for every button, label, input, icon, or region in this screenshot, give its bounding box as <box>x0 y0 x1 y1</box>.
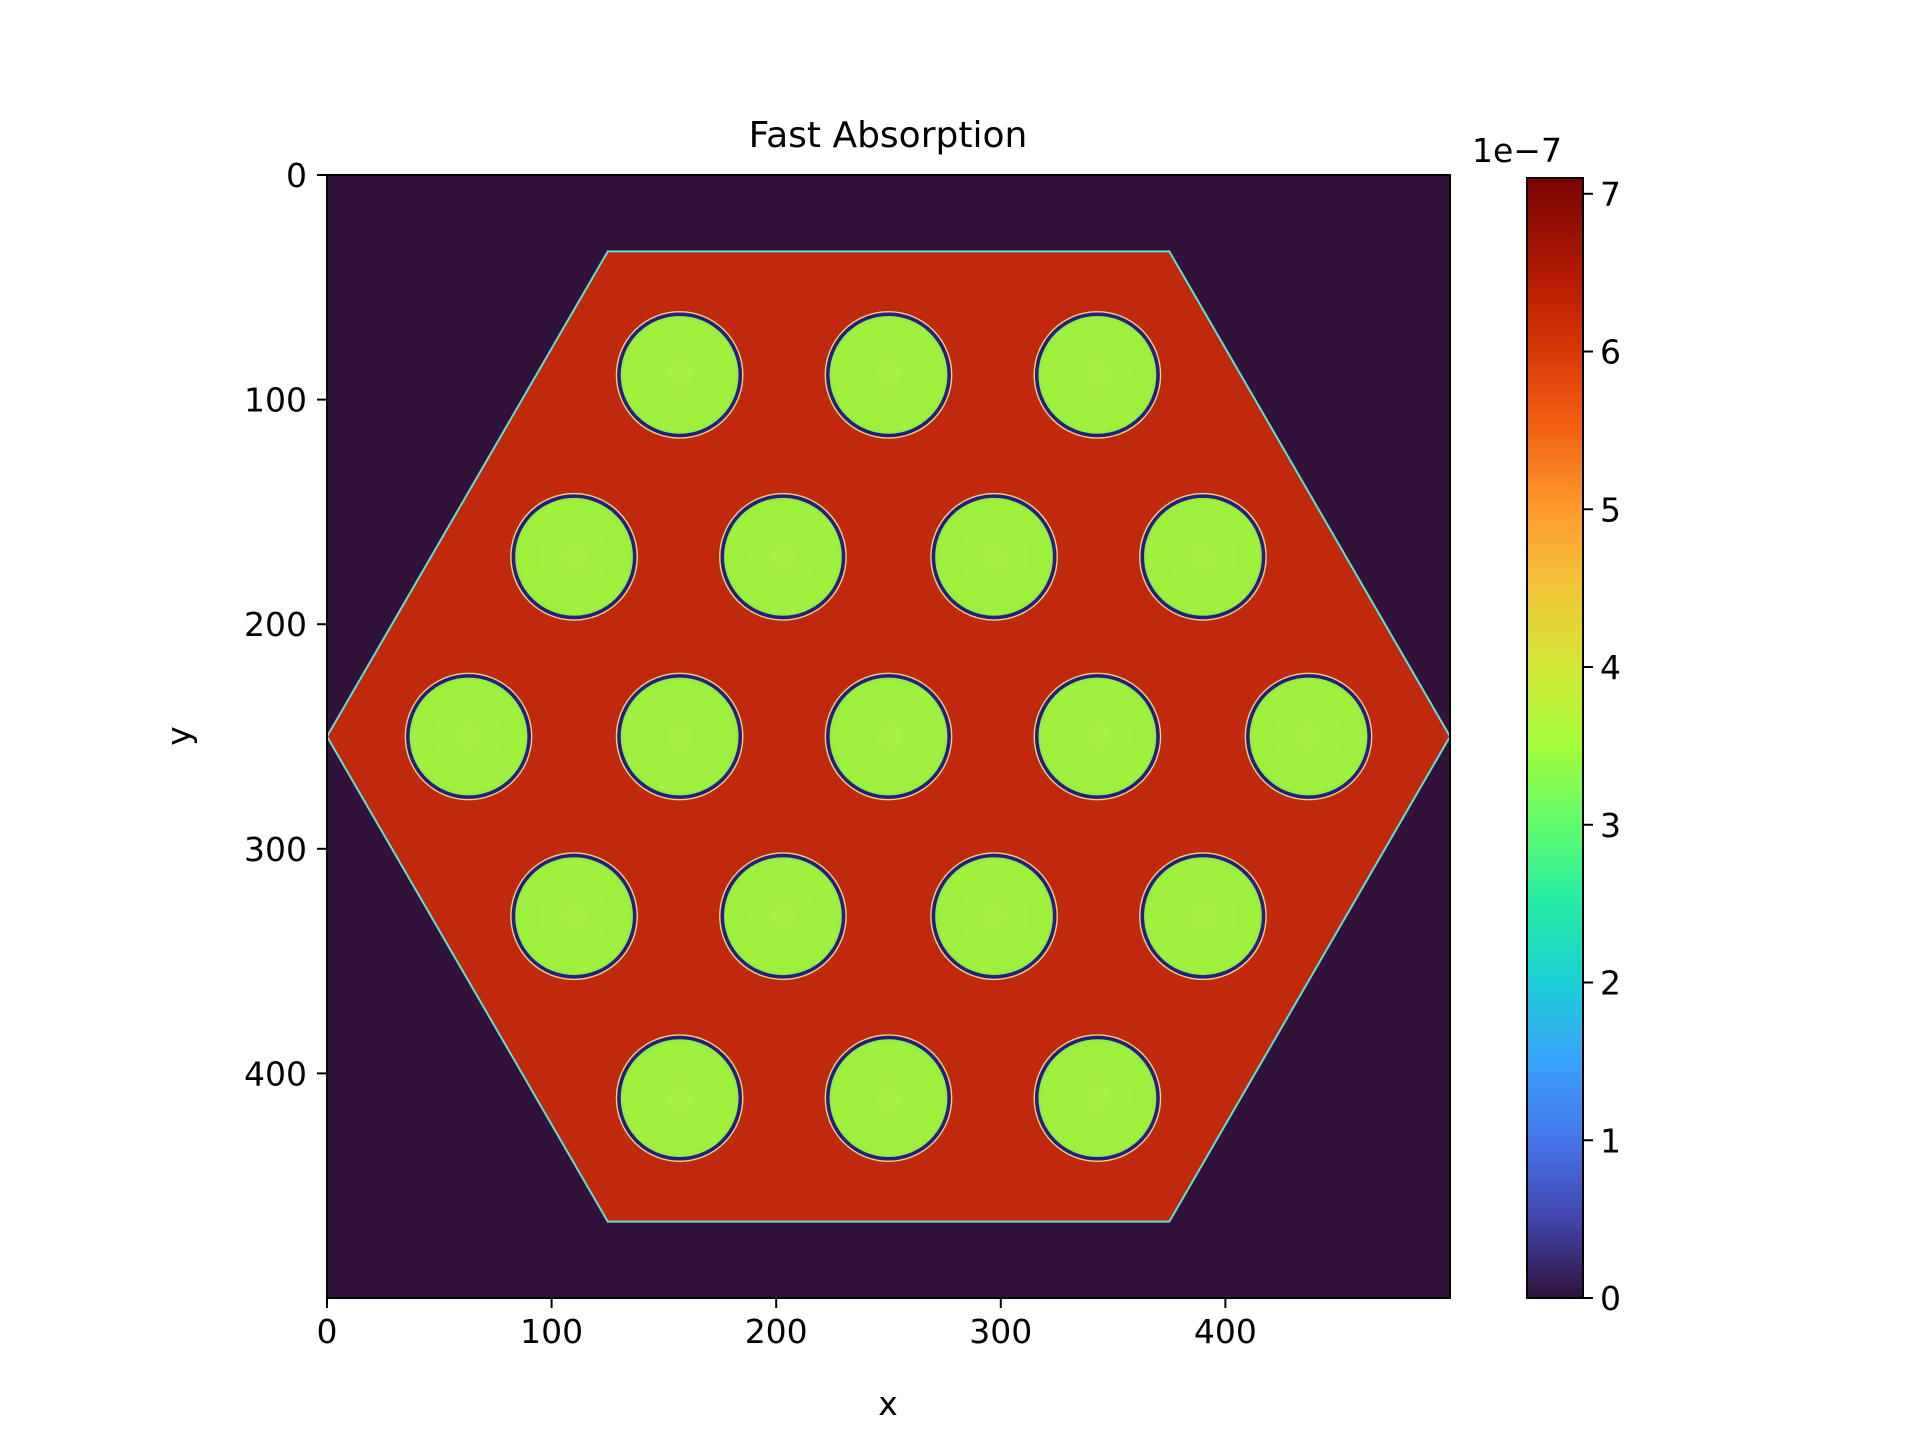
colorbar-tick-label: 5 <box>1600 490 1621 529</box>
pin-halo <box>404 672 533 801</box>
pin-body <box>720 853 846 979</box>
pin-body <box>617 674 743 799</box>
pin-halo <box>1139 492 1267 621</box>
pin-halo <box>719 492 847 621</box>
pin-body <box>826 1035 951 1161</box>
pin-body <box>1140 494 1266 620</box>
colorbar: 0 1 2 3 4 5 6 7 1e−7 <box>1472 131 1621 1318</box>
x-axis-label: x <box>878 1384 898 1423</box>
colorbar-tick-label: 3 <box>1600 806 1621 845</box>
fuel-pin <box>615 311 744 439</box>
plot-frame <box>326 174 1451 1299</box>
y-tick-label: 300 <box>244 830 307 869</box>
pin-halo <box>719 852 847 981</box>
fuel-pin <box>1033 1034 1162 1162</box>
pin-body <box>1034 674 1160 799</box>
pin-halo <box>824 672 953 801</box>
fuel-pin <box>719 492 847 621</box>
pin-body <box>1246 674 1371 799</box>
fuel-pin <box>510 852 638 981</box>
colorbar-tick-label: 0 <box>1600 1279 1621 1318</box>
fuel-pin <box>930 852 1058 981</box>
pin-halo <box>615 1034 744 1162</box>
pin-body <box>511 494 637 620</box>
fuel-pin <box>1139 852 1267 981</box>
pin-halo <box>1139 852 1267 981</box>
pin-body <box>931 853 1057 979</box>
colorbar-offset-label: 1e−7 <box>1472 131 1562 170</box>
y-axis: 0 100 200 300 400 <box>244 156 327 1093</box>
pin-halo <box>1033 311 1162 439</box>
pin-halo <box>615 672 744 801</box>
fuel-pin <box>824 1034 953 1162</box>
y-tick-label: 100 <box>244 381 307 420</box>
colorbar-tick-label: 1 <box>1600 1121 1621 1160</box>
chart-title: Fast Absorption <box>749 115 1028 156</box>
y-tick-label: 0 <box>286 156 307 195</box>
pin-halo <box>615 311 744 439</box>
fuel-pin <box>824 311 953 439</box>
pin-halo <box>930 492 1058 621</box>
x-tick-label: 400 <box>1194 1312 1257 1351</box>
pin-body <box>826 312 951 438</box>
pin-body <box>617 1035 743 1161</box>
fuel-pin <box>615 672 744 801</box>
pin-halo <box>930 852 1058 981</box>
y-tick-label: 400 <box>244 1054 307 1093</box>
fuel-pin <box>930 492 1058 621</box>
fuel-pin <box>719 852 847 981</box>
fuel-pin <box>615 1034 744 1162</box>
pin-body <box>1034 1035 1160 1161</box>
pin-body <box>826 674 951 799</box>
pin-halo <box>510 852 638 981</box>
fuel-pin <box>1033 672 1162 801</box>
colorbar-tick-label: 2 <box>1600 964 1621 1003</box>
colorbar-gradient <box>1526 177 1584 1299</box>
pin-halo <box>824 1034 953 1162</box>
pin-body <box>1140 853 1266 979</box>
heatmap-plot <box>327 175 1450 1298</box>
y-axis-label: y <box>159 726 198 746</box>
x-tick-label: 0 <box>317 1312 338 1351</box>
x-tick-label: 200 <box>745 1312 808 1351</box>
fuel-pin <box>404 672 533 801</box>
pin-body <box>931 494 1057 620</box>
pin-body <box>720 494 846 620</box>
y-tick-label: 200 <box>244 605 307 644</box>
x-tick-label: 300 <box>969 1312 1032 1351</box>
pin-halo <box>1033 672 1162 801</box>
x-axis: 0 100 200 300 400 <box>317 1298 1257 1351</box>
pin-body <box>617 312 743 438</box>
fuel-pin <box>1244 672 1373 801</box>
pin-halo <box>510 492 638 621</box>
pin-body <box>406 674 531 799</box>
fuel-pin <box>510 492 638 621</box>
pin-halo <box>1244 672 1373 801</box>
pin-halo <box>824 311 953 439</box>
pin-body <box>511 853 637 979</box>
fuel-pin <box>824 672 953 801</box>
fuel-pin <box>1033 311 1162 439</box>
colorbar-tick-label: 7 <box>1600 175 1621 214</box>
pin-body <box>1034 312 1160 438</box>
pin-halo <box>1033 1034 1162 1162</box>
x-tick-label: 100 <box>520 1312 583 1351</box>
fuel-pin <box>1139 492 1267 621</box>
colorbar-tick-label: 4 <box>1600 648 1621 687</box>
colorbar-tick-label: 6 <box>1600 333 1621 372</box>
